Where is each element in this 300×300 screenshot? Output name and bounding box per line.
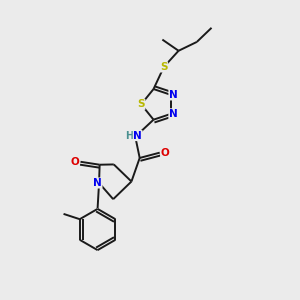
Text: N: N xyxy=(133,130,142,141)
Text: N: N xyxy=(169,90,178,100)
Text: N: N xyxy=(93,178,102,188)
Text: O: O xyxy=(160,148,169,158)
Text: S: S xyxy=(137,99,145,110)
Text: H: H xyxy=(125,130,133,141)
Text: O: O xyxy=(70,157,79,167)
Text: S: S xyxy=(160,62,168,72)
Text: N: N xyxy=(169,109,178,119)
